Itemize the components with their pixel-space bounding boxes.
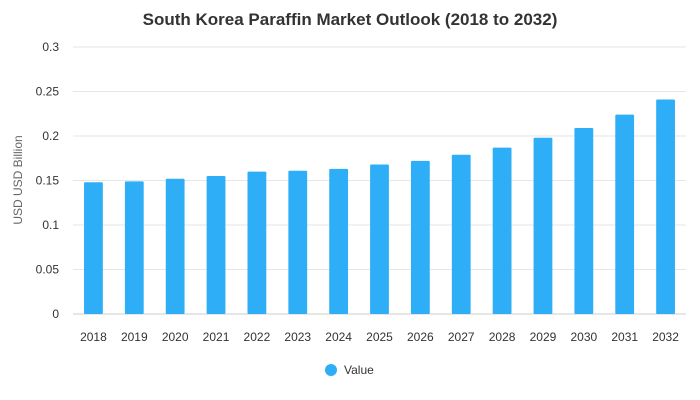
x-tick-label: 2030 bbox=[570, 330, 597, 344]
x-tick-label: 2022 bbox=[244, 330, 271, 344]
x-tick-label: 2029 bbox=[530, 330, 557, 344]
bar-2019[interactable] bbox=[124, 181, 144, 314]
x-tick-label: 2025 bbox=[366, 330, 393, 344]
x-tick-label: 2032 bbox=[652, 330, 679, 344]
bar-2024[interactable] bbox=[329, 168, 349, 314]
x-tick-label: 2028 bbox=[489, 330, 516, 344]
bar-2025[interactable] bbox=[370, 164, 389, 314]
x-tick-label: 2024 bbox=[325, 330, 352, 344]
x-tick-label: 2031 bbox=[611, 330, 638, 344]
bar-2028[interactable] bbox=[492, 147, 512, 314]
bar-2021[interactable] bbox=[206, 176, 226, 314]
bar-2023[interactable] bbox=[288, 170, 308, 314]
y-tick-label: 0.3 bbox=[42, 40, 59, 54]
bar-2020[interactable] bbox=[165, 178, 185, 314]
y-tick-label: 0.2 bbox=[42, 129, 59, 143]
y-tick-label: 0.1 bbox=[42, 218, 59, 232]
chart-title: South Korea Paraffin Market Outlook (201… bbox=[143, 10, 558, 29]
y-tick-label: 0.25 bbox=[36, 85, 60, 99]
x-tick-label: 2026 bbox=[407, 330, 434, 344]
x-tick-label: 2019 bbox=[121, 330, 148, 344]
x-tick-label: 2023 bbox=[284, 330, 311, 344]
bar-2029[interactable] bbox=[533, 137, 553, 314]
bar-2027[interactable] bbox=[451, 154, 471, 314]
bar-2030[interactable] bbox=[574, 127, 594, 315]
bar-2032[interactable] bbox=[656, 99, 675, 314]
x-tick-label: 2027 bbox=[448, 330, 475, 344]
x-axis-ticks: 2018 2019 2020 2021 2022 2023 2024 2025 2026 2027… bbox=[80, 330, 679, 344]
x-tick-label: 2020 bbox=[162, 330, 189, 344]
legend-label-value: Value bbox=[344, 363, 374, 377]
legend[interactable]: Value bbox=[325, 363, 374, 377]
x-tick-label: 2018 bbox=[80, 330, 107, 344]
y-axis-ticks: 0 0.05 0.1 0.15 0.2 0.25 0.3 bbox=[36, 40, 60, 321]
y-axis-label: USD USD Billion bbox=[11, 135, 25, 224]
bar-2031[interactable] bbox=[615, 114, 635, 314]
y-tick-label: 0.05 bbox=[36, 263, 60, 277]
bar-2018[interactable] bbox=[84, 182, 103, 314]
y-tick-label: 0.15 bbox=[36, 174, 60, 188]
bars bbox=[84, 99, 675, 315]
x-tick-label: 2021 bbox=[203, 330, 230, 344]
y-tick-label: 0 bbox=[52, 307, 59, 321]
legend-swatch-value bbox=[325, 364, 337, 376]
bar-2022[interactable] bbox=[247, 171, 267, 314]
bar-2026[interactable] bbox=[410, 160, 430, 314]
